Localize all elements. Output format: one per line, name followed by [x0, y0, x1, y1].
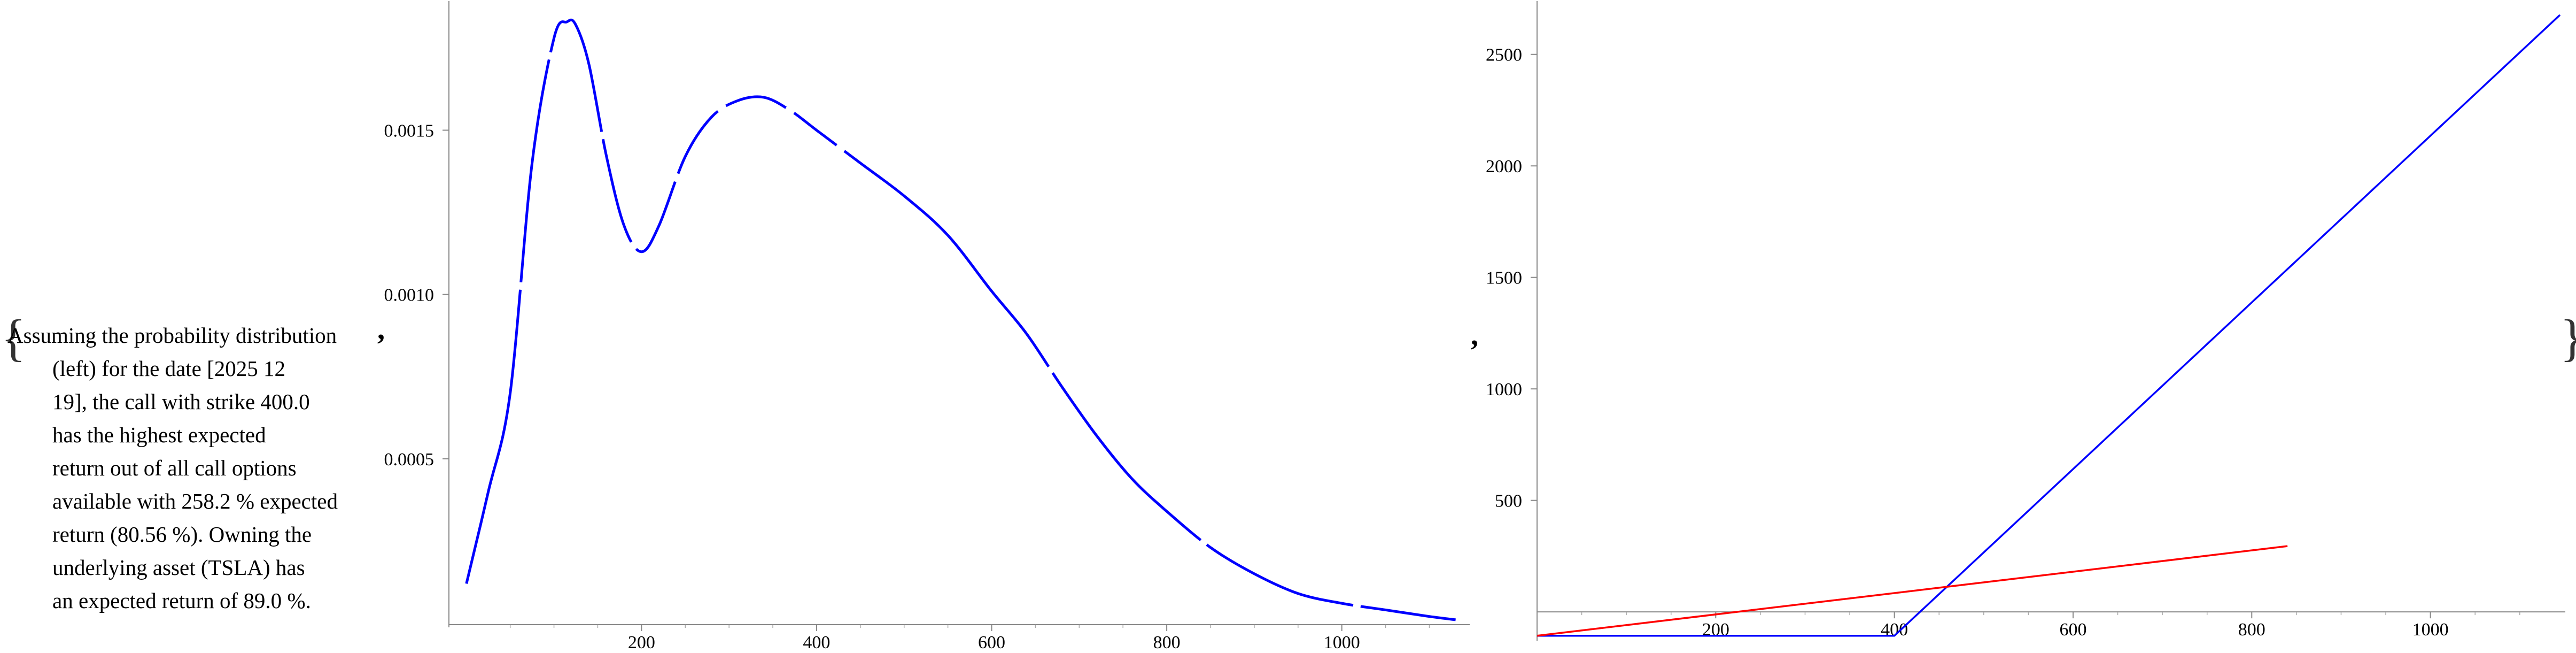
caption-line: available with 258.2 % expected [52, 489, 338, 513]
x-tick-label: 600 [978, 633, 1005, 652]
caption-line: return out of all call options [52, 456, 297, 480]
y-tick-label: 0.0010 [384, 286, 434, 305]
y-tick-label: 1500 [1486, 268, 1522, 288]
open-brace: { [1, 309, 26, 366]
y-tick-label: 2500 [1486, 45, 1522, 65]
caption-line: an expected return of 89.0 %. [52, 588, 311, 613]
y-tick-label: 1000 [1486, 380, 1522, 400]
x-tick-label: 200 [1702, 620, 1729, 640]
y-tick-label: 0.0005 [384, 450, 434, 470]
series-line [1537, 14, 2561, 637]
y-tick-label: 0.0015 [384, 121, 434, 141]
series-line [1537, 545, 2288, 637]
caption-text: Assuming the probability distribution (l… [7, 319, 382, 617]
caption-line: 19], the call with strike 400.0 [52, 389, 310, 414]
separator-comma: , [1471, 319, 1478, 352]
x-tick-label: 1000 [2412, 620, 2449, 640]
x-tick-label: 200 [628, 633, 655, 652]
x-tick-label: 400 [1881, 620, 1908, 640]
caption-line: has the highest expected [52, 422, 266, 447]
y-tick-label: 500 [1495, 491, 1522, 511]
caption-line: return (80.56 %). Owning the [52, 522, 312, 547]
separator-comma: , [377, 313, 385, 346]
x-tick-label: 800 [1153, 633, 1181, 652]
series-line [465, 18, 1456, 621]
x-tick-label: 600 [2059, 620, 2086, 640]
x-tick-label: 400 [803, 633, 830, 652]
caption-line: (left) for the date [2025 12 [52, 356, 286, 381]
x-tick-label: 1000 [1324, 633, 1360, 652]
caption-line: Assuming the probability distribution [7, 323, 337, 348]
caption-line: underlying asset (TSLA) has [52, 555, 305, 580]
y-tick-label: 2000 [1486, 157, 1522, 176]
close-brace: } [2560, 312, 2576, 364]
x-tick-label: 800 [2238, 620, 2265, 640]
